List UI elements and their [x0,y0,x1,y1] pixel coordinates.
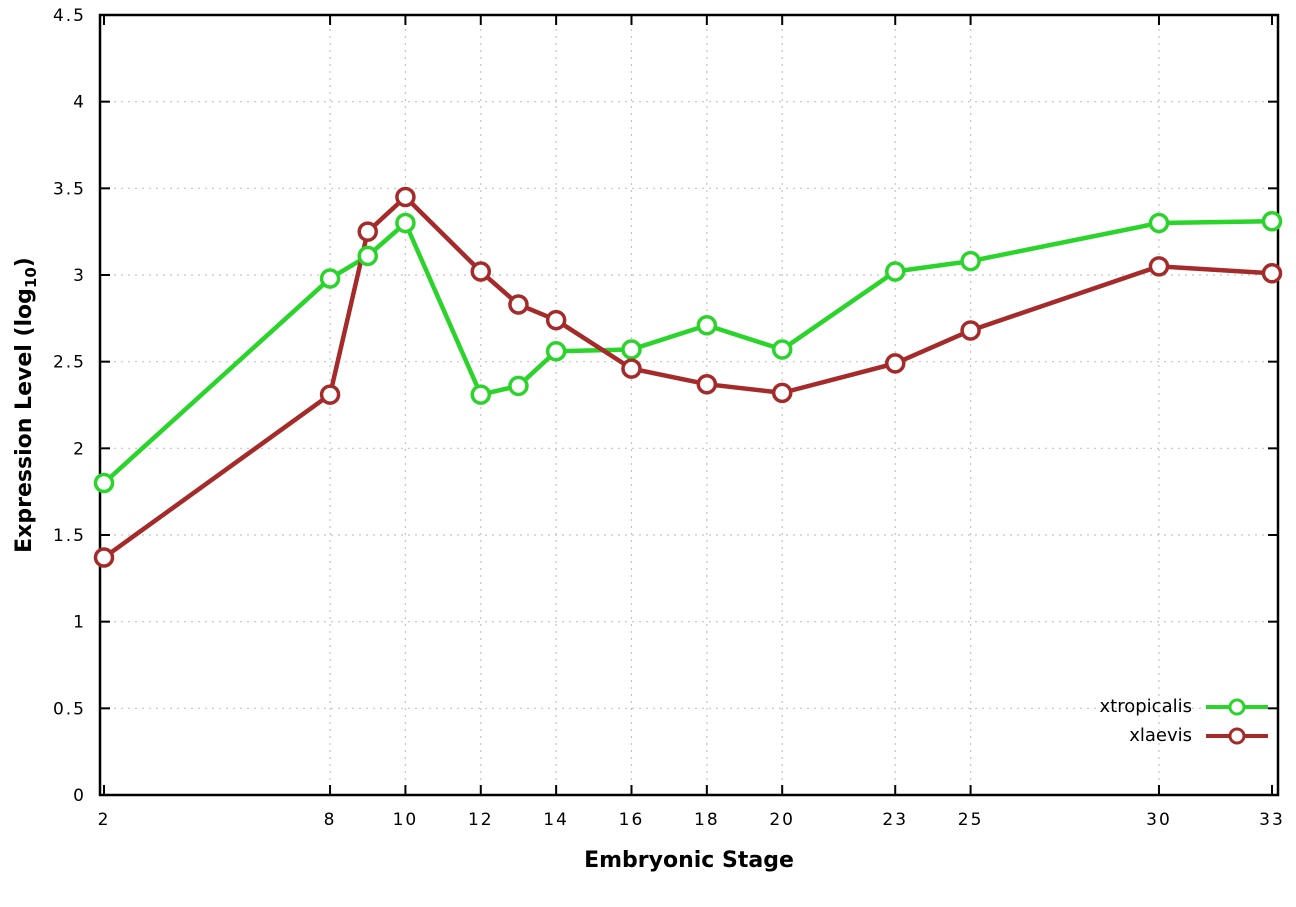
data-point-xtropicalis [470,384,492,405]
data-point-xtropicalis [1261,211,1283,232]
data-point-xlaevis [357,221,378,242]
x-axis-label: Embryonic Stage [584,848,794,873]
data-point-xtropicalis [960,250,981,272]
data-point-xlaevis [1148,256,1170,277]
legend-label-xlaevis: xlaevis [1129,725,1192,746]
plot-border [98,13,1280,797]
y-axis-label: Expression Level (log10) [12,257,40,553]
x-tick-label: 25 [958,810,984,830]
data-point-xlaevis [621,358,642,379]
legend-sample-xtropicalis [1206,697,1268,717]
x-tick-label: 8 [324,810,337,830]
data-point-xtropicalis [696,315,718,336]
y-tick-label: 0 [73,786,86,806]
data-point-xlaevis [508,294,529,315]
y-axis-label-subscript: 10 [22,267,41,289]
x-tick-label: 10 [393,810,419,830]
legend-entry-xlaevis: xlaevis [1100,721,1268,750]
legend: xtropicalis xlaevis [1100,692,1268,750]
x-tick-label: 30 [1146,810,1172,830]
data-point-xtropicalis [508,375,529,397]
y-tick-label: 1 [73,613,86,633]
data-point-xlaevis [771,382,793,404]
y-tick-label: 2 [73,439,86,459]
x-tick-label: 18 [694,810,720,830]
y-tick-label: 3 [73,266,86,286]
y-tick-label: 2.5 [53,353,86,373]
data-point-xtropicalis [771,339,793,360]
x-tick-label: 2 [98,810,111,830]
y-tick-label: 4 [73,93,86,113]
data-point-xlaevis [1261,263,1283,284]
data-point-xtropicalis [395,212,416,234]
x-tick-label: 23 [882,810,908,830]
data-point-xtropicalis [319,268,341,289]
legend-marker-icon [1228,727,1246,744]
legend-label-xtropicalis: xtropicalis [1099,696,1192,717]
y-axis-label-close: ) [11,257,37,268]
data-point-xlaevis [395,186,416,208]
data-point-xlaevis [93,547,115,568]
data-point-xtropicalis [884,261,906,282]
y-tick-label: 4.5 [53,6,86,26]
x-tick-label: 20 [769,810,795,830]
data-point-xlaevis [470,261,492,282]
x-tick-label: 33 [1259,810,1285,830]
data-point-xlaevis [960,320,981,341]
data-point-xlaevis [696,373,718,395]
x-tick-label: 14 [543,810,569,830]
y-tick-label: 0.5 [53,699,86,719]
data-point-xtropicalis [93,472,115,494]
data-point-xlaevis [319,384,341,405]
x-tick-label: 12 [468,810,494,830]
legend-entry-xtropicalis: xtropicalis [1100,692,1268,721]
y-tick-label: 1.5 [53,526,86,546]
y-axis-label-text: Expression Level (log [11,288,37,553]
series-line-xlaevis [101,194,1275,560]
data-point-xlaevis [884,353,906,374]
data-point-xtropicalis [545,341,567,362]
y-tick-label: 3.5 [53,179,86,199]
data-point-xtropicalis [1148,212,1170,234]
legend-sample-xlaevis [1206,726,1268,746]
x-tick-label: 16 [619,810,645,830]
legend-marker-icon [1228,698,1246,715]
data-point-xtropicalis [621,339,642,360]
data-point-xtropicalis [357,245,378,267]
series-line-xtropicalis [101,219,1275,486]
data-point-xlaevis [545,309,567,331]
